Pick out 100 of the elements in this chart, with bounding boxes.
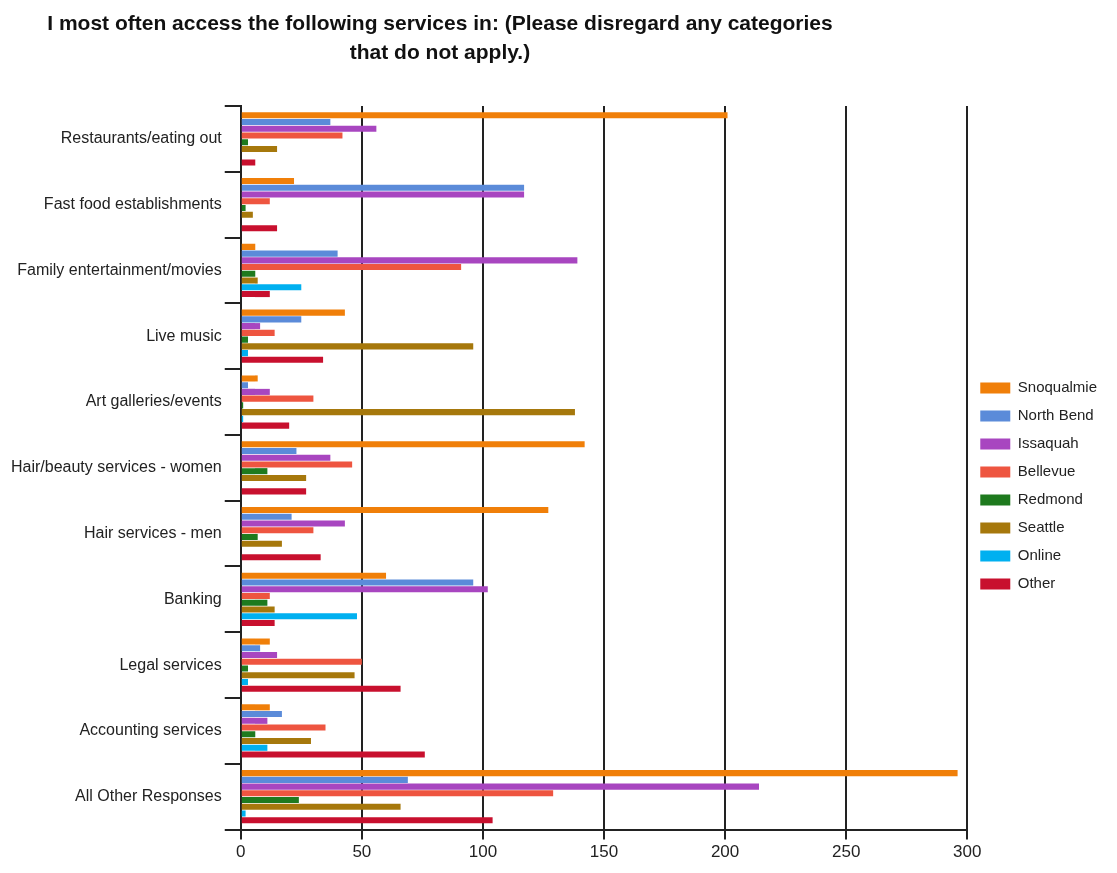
y-tick-label: Banking: [163, 589, 222, 607]
x-tick-label: 100: [468, 842, 498, 862]
x-tick-label: 200: [710, 842, 740, 862]
bar: [241, 461, 353, 468]
bar: [241, 409, 575, 416]
bar: [241, 540, 282, 547]
bar: [241, 619, 275, 626]
x-tick-label: 0: [236, 842, 246, 862]
legend-label: Seattle: [1017, 518, 1065, 536]
bar: [241, 790, 554, 797]
bar: [241, 343, 474, 350]
bar: [241, 191, 525, 198]
bar: [241, 178, 295, 185]
bar: [241, 388, 270, 395]
bar: [241, 803, 401, 810]
bar: [241, 250, 338, 257]
bar: [241, 395, 314, 402]
bar: [241, 638, 270, 645]
bar: [241, 488, 307, 495]
chart-title: I most often access the following services in: (Please disregard any categories that do not apply.): [46, 10, 834, 65]
bar: [241, 139, 249, 146]
bar: [241, 422, 290, 429]
bar: [241, 797, 299, 804]
bar: [241, 527, 314, 534]
bar: [241, 572, 387, 579]
legend-label: Issaquah: [1017, 434, 1079, 452]
bar: [241, 211, 253, 218]
bar: [241, 112, 728, 119]
legend-label: Online: [1017, 546, 1062, 564]
bar: [241, 613, 357, 620]
bar: [241, 323, 261, 330]
legend-label: Other: [1017, 574, 1056, 592]
bar: [241, 264, 462, 271]
bar: [241, 284, 302, 291]
bar: [241, 533, 258, 540]
bar: [241, 375, 258, 382]
bar: [241, 132, 343, 139]
bar: [241, 652, 278, 659]
bar: [241, 125, 377, 132]
bar: [241, 645, 261, 652]
bar: [241, 592, 270, 600]
bar: [241, 817, 493, 824]
bar: [241, 205, 246, 212]
y-tick-label: Fast food establishments: [43, 195, 222, 213]
bar: [241, 711, 282, 718]
legend-label: Bellevue: [1017, 462, 1076, 480]
bar: [241, 724, 326, 731]
bar: [241, 810, 246, 817]
bar: [241, 738, 311, 745]
bar: [241, 579, 474, 586]
bar: [241, 159, 256, 166]
y-tick-label: Legal services: [119, 655, 222, 673]
y-tick-label: Family entertainment/movies: [17, 260, 222, 278]
bar: [241, 184, 525, 191]
y-tick-label: Hair/beauty services - women: [10, 458, 222, 476]
y-tick-label: Hair services - men: [83, 523, 222, 541]
bar: [241, 454, 331, 461]
bar: [241, 665, 249, 672]
bar: [241, 474, 307, 481]
bar: [241, 586, 488, 593]
y-tick-label: All Other Responses: [75, 787, 222, 805]
bar: [241, 513, 292, 520]
bar: [241, 350, 249, 357]
bar: [241, 599, 268, 606]
bar: [241, 468, 268, 475]
bar: [241, 744, 268, 751]
legend-label: Snoqualmie: [1017, 378, 1097, 396]
bar: [241, 704, 270, 711]
bar: [241, 506, 549, 514]
legend-label: North Bend: [1017, 406, 1094, 424]
bar: [241, 685, 401, 692]
bar: [241, 776, 408, 783]
x-tick-label: 150: [589, 842, 619, 862]
x-tick-label: 250: [832, 842, 861, 862]
bar: [241, 291, 270, 298]
bar: [241, 316, 302, 323]
x-tick-label: 50: [352, 842, 372, 862]
bar: [241, 751, 425, 758]
bar: [241, 119, 331, 126]
y-tick-label: Live music: [146, 326, 222, 344]
bar: [241, 658, 362, 665]
y-tick-label: Restaurants/eating out: [60, 129, 223, 147]
bar: [241, 678, 249, 686]
bar: [241, 336, 249, 343]
bar: [241, 447, 297, 454]
bar: [241, 257, 578, 264]
y-tick-label: Art galleries/events: [85, 392, 222, 410]
bar: [241, 520, 345, 527]
bar: [241, 441, 585, 448]
bar: [241, 198, 270, 205]
bar: [241, 356, 324, 363]
bar: [241, 145, 278, 153]
bar: [241, 243, 256, 250]
bar: [241, 225, 278, 232]
y-tick-label: Accounting services: [79, 721, 222, 739]
bar: [241, 783, 760, 790]
bar: [241, 731, 256, 738]
bar: [241, 606, 275, 613]
bar: [241, 554, 321, 561]
x-tick-label: 300: [953, 842, 982, 862]
